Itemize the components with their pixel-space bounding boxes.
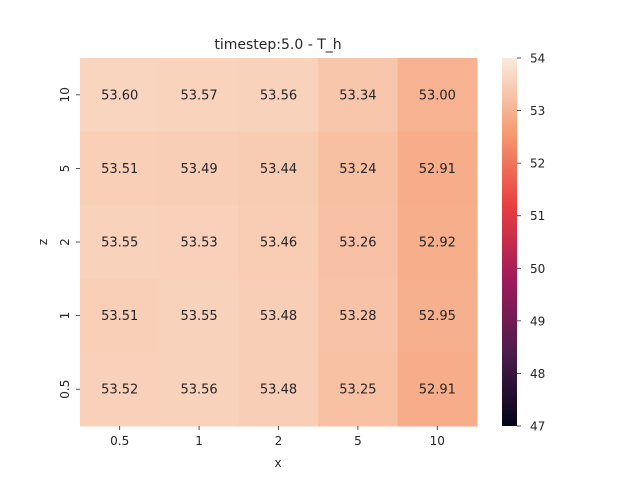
- cell-value-label: 53.48: [260, 309, 297, 324]
- heatmap-cell: [80, 58, 160, 133]
- colorbar-tick-label: 51: [530, 209, 545, 223]
- cell-value-label: 53.56: [180, 383, 217, 398]
- x-axis-label: x: [274, 456, 281, 470]
- heatmap-cell: [159, 205, 240, 280]
- cell-value-label: 53.53: [180, 236, 217, 251]
- heatmap-cells: [80, 58, 478, 427]
- cell-value-label: 52.91: [419, 162, 456, 177]
- cell-value-label: 52.92: [419, 236, 456, 251]
- cell-value-label: 53.24: [339, 162, 376, 177]
- heatmap-cell: [318, 278, 399, 353]
- y-axis-label: z: [36, 239, 50, 245]
- heatmap-cell: [397, 58, 478, 133]
- cell-value-label: 53.51: [101, 162, 138, 177]
- y-tick-label: 2: [58, 238, 72, 246]
- heatmap-cell: [159, 131, 240, 206]
- heatmap-cell: [238, 131, 319, 206]
- x-axis: 0.5 1 2 5 10: [110, 426, 445, 448]
- cell-value-label: 53.60: [101, 88, 138, 103]
- heatmap-cell: [238, 352, 319, 427]
- x-tick-label: 10: [430, 434, 445, 448]
- cell-value-label: 53.55: [180, 309, 217, 324]
- y-axis: 10 5 2 1 0.5: [58, 87, 80, 399]
- x-tick-label: 0.5: [110, 434, 129, 448]
- chart-title: timestep:5.0 - T_h: [214, 37, 341, 53]
- heatmap-cell: [238, 278, 319, 353]
- colorbar-ticks: 47 48 49 50 51 52 53 54: [517, 52, 545, 434]
- y-tick-label: 5: [58, 165, 72, 173]
- heatmap-value-labels: 53.60 53.57 53.56 53.34 53.00 53.51 53.49 53.44…: [101, 88, 456, 397]
- colorbar-gradient: [502, 58, 517, 426]
- heatmap-cell: [80, 131, 160, 206]
- colorbar-tick-label: 47: [530, 420, 545, 434]
- heatmap-cell: [397, 205, 478, 280]
- heatmap-cell: [238, 205, 319, 280]
- heatmap-cell: [159, 278, 240, 353]
- y-tick-label: 10: [58, 87, 72, 102]
- heatmap-cell: [318, 131, 399, 206]
- cell-value-label: 53.26: [339, 236, 376, 251]
- heatmap-cell: [159, 58, 240, 133]
- cell-value-label: 53.55: [101, 236, 138, 251]
- y-tick-label: 0.5: [58, 380, 72, 399]
- colorbar-tick-label: 49: [530, 314, 545, 328]
- heatmap-cell: [397, 278, 478, 353]
- cell-value-label: 53.44: [260, 162, 297, 177]
- cell-value-label: 53.57: [180, 88, 217, 103]
- cell-value-label: 53.56: [260, 88, 297, 103]
- cell-value-label: 53.48: [260, 383, 297, 398]
- colorbar-tick-label: 52: [530, 157, 545, 171]
- heatmap-cell: [318, 58, 399, 133]
- x-tick-label: 1: [195, 434, 203, 448]
- cell-value-label: 53.34: [339, 88, 376, 103]
- colorbar-tick-label: 53: [530, 104, 545, 118]
- colorbar: 47 48 49 50 51 52 53 54: [502, 52, 545, 434]
- heatmap-cell: [238, 58, 319, 133]
- cell-value-label: 53.49: [180, 162, 217, 177]
- heatmap-cell: [318, 352, 399, 427]
- cell-value-label: 52.91: [419, 383, 456, 398]
- colorbar-tick-label: 50: [530, 262, 545, 276]
- cell-value-label: 53.25: [339, 383, 376, 398]
- cell-value-label: 52.95: [419, 309, 456, 324]
- heatmap-cell: [80, 352, 160, 427]
- x-tick-label: 5: [354, 434, 362, 448]
- heatmap-cell: [397, 131, 478, 206]
- heatmap-cell: [80, 205, 160, 280]
- cell-value-label: 53.28: [339, 309, 376, 324]
- y-tick-label: 1: [58, 312, 72, 320]
- cell-value-label: 53.46: [260, 236, 297, 251]
- colorbar-tick-label: 54: [530, 52, 545, 66]
- heatmap-cell: [159, 352, 240, 427]
- colorbar-tick-label: 48: [530, 367, 545, 381]
- cell-value-label: 53.51: [101, 309, 138, 324]
- heatmap-cell: [318, 205, 399, 280]
- x-tick-label: 2: [275, 434, 283, 448]
- cell-value-label: 53.00: [419, 88, 456, 103]
- cell-value-label: 53.52: [101, 383, 138, 398]
- heatmap-cell: [397, 352, 478, 427]
- heatmap-cell: [80, 278, 160, 353]
